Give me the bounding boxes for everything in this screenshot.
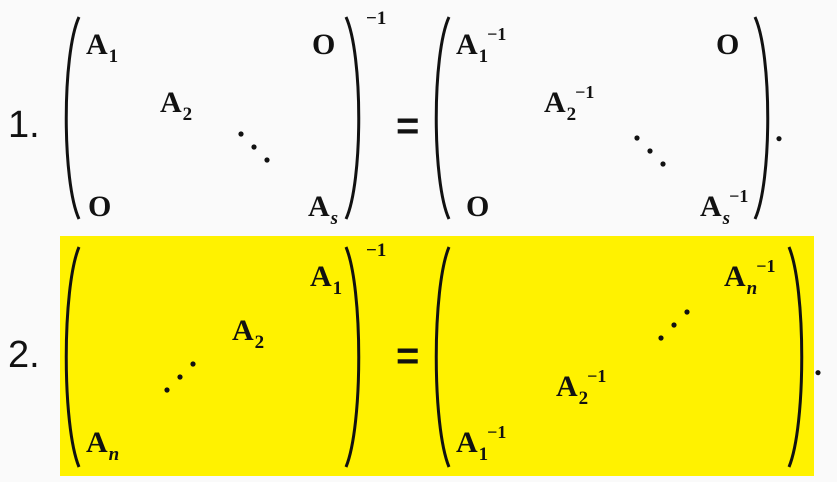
eq1-inverse-exponent: −1 [366, 8, 387, 29]
eq1-left-zero-bottom: O [88, 190, 112, 223]
eq1-right-a1-inverse: A1−1 [456, 24, 507, 67]
eq2-equals: = [396, 334, 420, 378]
eq2-left-an: An [86, 426, 120, 465]
eq1-right-close-paren [753, 16, 770, 220]
eq2-left-open-paren [64, 246, 81, 468]
eq2-right-an-inverse: An−1 [724, 256, 776, 299]
eq1-left-a2: A2 [160, 86, 193, 125]
eq1-left-a1: A1 [86, 28, 119, 67]
eq1-period: . [775, 112, 783, 148]
eq1-left-close-paren [344, 16, 361, 220]
eq1-left-open-paren [64, 16, 81, 220]
eq2-left-a2: A2 [232, 314, 265, 353]
eq1-equals: = [396, 104, 420, 148]
eq2-right-a1-inverse: A1−1 [456, 422, 507, 465]
eq1-right-a2-inverse: A2−1 [544, 82, 595, 125]
equation-1-number: 1. [8, 104, 40, 146]
eq2-left-a1: A1 [310, 260, 343, 299]
eq2-left-antidiagonal-dots [164, 361, 196, 393]
eq2-right-open-paren [434, 246, 451, 468]
eq2-right-close-paren [787, 246, 804, 468]
eq1-right-open-paren [434, 16, 451, 220]
eq2-right-antidiagonal-dots [658, 309, 690, 341]
eq1-left-diagonal-dots [238, 131, 270, 163]
eq2-right-a2-inverse: A2−1 [556, 366, 607, 409]
eq1-left-zero-top: O [312, 28, 336, 61]
eq1-right-zero-top: O [716, 28, 740, 61]
eq1-right-zero-bottom: O [466, 190, 490, 223]
eq2-period: . [814, 346, 822, 382]
eq1-right-diagonal-dots [634, 135, 666, 167]
equation-2-number: 2. [8, 334, 40, 376]
eq2-inverse-exponent: −1 [366, 240, 387, 261]
eq2-left-close-paren [344, 246, 361, 468]
eq1-left-as: As [308, 190, 339, 229]
eq1-right-as-inverse: As−1 [700, 186, 749, 229]
